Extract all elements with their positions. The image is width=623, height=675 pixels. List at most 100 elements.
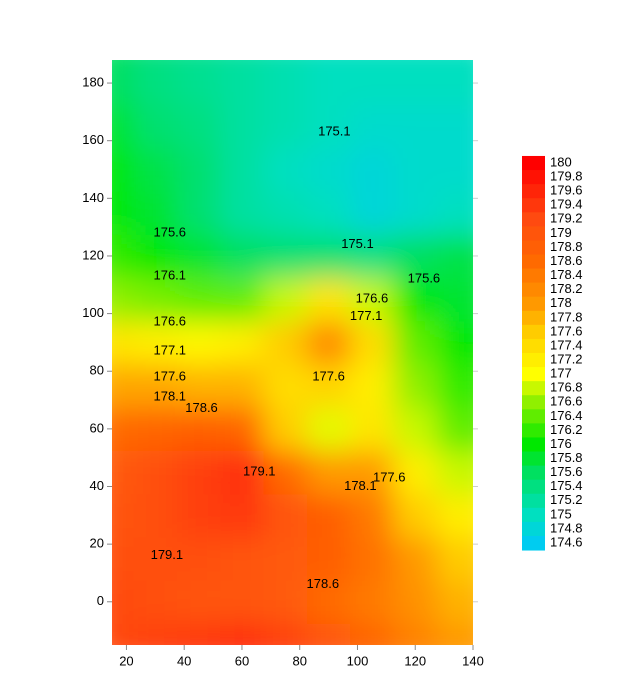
colorbar-label: 175.4 — [550, 478, 583, 493]
overlay: 175.1 175.6 175.1 175.6 176.1 176.6 177.1 176.6… — [82, 74, 582, 668]
cell — [112, 320, 135, 365]
colorbar-label: 179.2 — [550, 211, 583, 226]
cell — [133, 580, 178, 624]
cell — [306, 104, 351, 149]
colorbar-label: 175 — [550, 506, 572, 521]
cell — [393, 623, 438, 645]
colorbar-swatch — [522, 338, 545, 354]
x-tick-label: 80 — [292, 653, 306, 668]
y-tick-label: 140 — [82, 190, 104, 205]
cell — [220, 60, 265, 106]
colorbar-swatch — [522, 240, 545, 255]
cell — [263, 320, 308, 365]
contour-label: 178.6 — [185, 400, 218, 415]
cell — [350, 450, 395, 495]
cell — [263, 191, 308, 235]
cell — [393, 493, 438, 538]
colorbar-swatch — [522, 212, 545, 227]
cell — [350, 147, 395, 192]
colorbar-label: 176.4 — [550, 408, 583, 423]
cell — [176, 147, 221, 192]
colorbar-swatch — [522, 184, 545, 199]
colorbar-swatch — [522, 198, 545, 213]
colorbar-label: 175.6 — [550, 464, 583, 479]
cell — [436, 277, 473, 322]
cell — [112, 450, 135, 495]
colorbar-swatch — [522, 268, 545, 284]
contour-label: 175.6 — [408, 270, 441, 285]
contour-label: 177.6 — [373, 469, 406, 484]
x-tick-label: 20 — [119, 653, 133, 668]
cell — [112, 364, 135, 408]
colorbar-label: 179 — [550, 225, 572, 240]
colorbar-label: 177 — [550, 366, 572, 381]
contour-label: 175.1 — [318, 123, 351, 138]
y-tick-label: 160 — [82, 132, 104, 147]
x-tick-label: 40 — [177, 653, 191, 668]
contour-label: 179.1 — [151, 547, 184, 562]
cell — [306, 320, 351, 365]
cell — [176, 536, 221, 581]
y-tick-label: 0 — [97, 593, 104, 608]
cell — [133, 147, 178, 192]
field — [112, 60, 473, 645]
cell — [350, 364, 395, 408]
cell — [263, 536, 308, 581]
cell — [436, 580, 473, 624]
cell — [263, 493, 308, 538]
cell — [133, 536, 178, 581]
cell — [436, 407, 473, 451]
x-tick-label: 120 — [404, 653, 426, 668]
cell — [393, 364, 438, 408]
cell — [176, 104, 221, 149]
colorbar-label: 179.6 — [550, 183, 583, 198]
colorbar-swatch — [522, 409, 545, 424]
cell — [112, 407, 135, 451]
contour-label: 176.6 — [356, 291, 389, 306]
colorbar-swatch — [522, 507, 545, 523]
cell — [112, 60, 135, 106]
y-tick-label: 100 — [82, 305, 104, 320]
contour-label: 177.1 — [153, 342, 186, 357]
cell — [112, 234, 135, 279]
cell — [436, 104, 473, 149]
cell — [350, 493, 395, 538]
cell — [176, 320, 221, 365]
cell — [393, 104, 438, 149]
cell — [220, 147, 265, 192]
y-tick-label: 20 — [90, 536, 104, 551]
colorbar-swatch — [522, 353, 545, 368]
cell — [133, 450, 178, 495]
cell — [436, 191, 473, 235]
cell — [112, 580, 135, 624]
colorbar-label: 178.4 — [550, 267, 583, 282]
cell — [176, 234, 221, 279]
colorbar-swatch — [522, 423, 545, 438]
colorbar-label: 178.2 — [550, 281, 583, 296]
cell — [306, 364, 351, 408]
x-tick-label: 140 — [462, 653, 484, 668]
cell — [393, 407, 438, 451]
cell — [350, 60, 395, 106]
cell — [350, 320, 395, 365]
colorbar-swatch — [522, 521, 545, 537]
colorbar-label: 177.2 — [550, 351, 583, 366]
contour-label: 176.1 — [153, 268, 186, 283]
cell — [350, 104, 395, 149]
cell — [436, 536, 473, 581]
cell — [306, 60, 351, 106]
cell — [112, 536, 135, 581]
cell — [306, 191, 351, 235]
contour-label: 177.1 — [350, 308, 383, 323]
colorbar-label: 179.8 — [550, 169, 583, 184]
cell — [393, 320, 438, 365]
colorbar-label: 175.8 — [550, 450, 583, 465]
contour-label: 179.1 — [243, 464, 276, 479]
contour-label: 177.6 — [153, 368, 186, 383]
colorbar-swatch — [522, 310, 545, 326]
cell — [263, 104, 308, 149]
cell — [436, 493, 473, 538]
cell — [306, 580, 351, 624]
colorbar-swatch — [522, 479, 545, 495]
cell — [220, 320, 265, 365]
